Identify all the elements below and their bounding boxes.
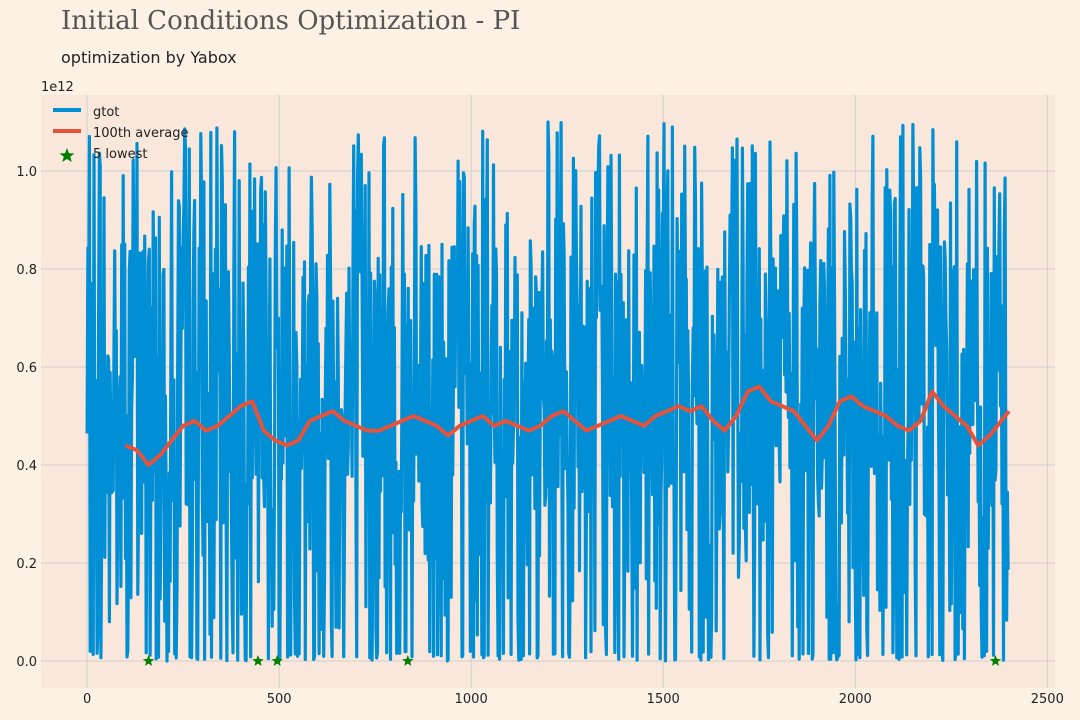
y-tick-label: 1.0	[16, 165, 37, 180]
x-tick-label: 2500	[1031, 692, 1064, 707]
lowest-point-star	[402, 655, 414, 666]
lowest-point-star	[271, 655, 283, 666]
lowest-point-star	[142, 655, 155, 666]
y-tick-label: 0.2	[16, 557, 37, 572]
legend-label-average: 100th average	[93, 126, 189, 141]
legend-swatch-average	[53, 129, 81, 133]
x-tick-label: 0	[83, 692, 91, 707]
series-5-lowest	[142, 655, 1002, 666]
y-tick-label: 0.6	[16, 361, 37, 376]
axis-tick-labels: 0 500 1000 1500 2000 2500 0.0 0.2 0.4 0.6 0.8 1.0	[16, 165, 1064, 707]
chart-subtitle: optimization by Yabox	[61, 48, 237, 67]
y-offset-text: 1e12	[41, 80, 74, 95]
y-tick-label: 0.8	[16, 263, 37, 278]
chart-title: Initial Conditions Optimization - PI	[61, 6, 521, 36]
series-100th-average	[124, 384, 1011, 467]
x-tick-label: 500	[267, 692, 292, 707]
x-tick-label: 2000	[839, 692, 872, 707]
legend-label-lowest: 5 lowest	[93, 147, 147, 162]
legend-label-gtot: gtot	[93, 105, 119, 120]
x-tick-label: 1000	[455, 692, 488, 707]
y-tick-label: 0.0	[16, 655, 37, 670]
lowest-point-star	[989, 655, 1002, 666]
y-tick-label: 0.4	[16, 459, 37, 474]
x-tick-label: 1500	[647, 692, 680, 707]
lowest-point-star	[252, 655, 264, 666]
average-line	[124, 384, 1011, 467]
legend-swatch-gtot	[53, 108, 81, 112]
legend-star-icon	[59, 148, 75, 162]
legend: gtot 100th average 5 lowest	[53, 105, 189, 162]
